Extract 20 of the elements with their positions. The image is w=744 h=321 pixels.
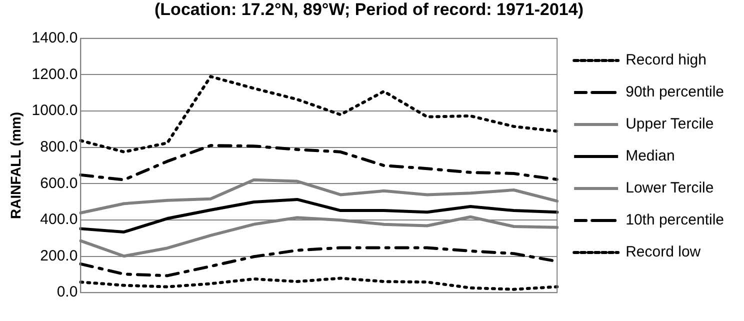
chart-title: (Location: 17.2°N, 89°W; Period of record: 1971-2014): [154, 0, 584, 19]
legend-label: Median: [626, 148, 675, 165]
line-series: [79, 144, 559, 182]
line-series: [79, 276, 559, 291]
y-tick-label: 1000.0: [32, 102, 78, 120]
y-tick-label: 600.0: [40, 174, 78, 192]
y-axis-title: RAINFALL (mm): [7, 112, 24, 220]
legend-label: Lower Tercile: [626, 180, 714, 197]
legend-label: Record low: [626, 244, 701, 261]
line-series: [79, 75, 559, 154]
y-tick-label: 200.0: [40, 247, 78, 264]
legend-label: Upper Tercile: [626, 116, 714, 133]
y-tick-label: 1400.0: [32, 30, 78, 47]
legend-label: 10th percentile: [626, 212, 724, 229]
y-tick-label: 1200.0: [32, 66, 78, 83]
y-tick-label: 0.0: [56, 284, 78, 301]
y-tick-label: 800.0: [40, 138, 78, 156]
legend-label: Record high: [626, 52, 706, 69]
y-tick-label: 400.0: [40, 211, 78, 228]
legend-label: 90th percentile: [626, 84, 724, 101]
